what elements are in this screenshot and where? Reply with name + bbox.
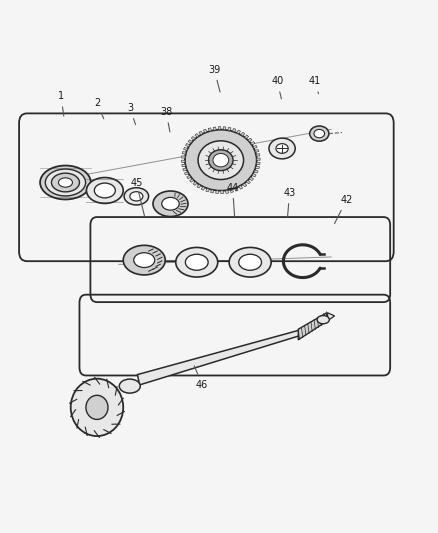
- Polygon shape: [205, 188, 209, 192]
- Text: 43: 43: [283, 188, 295, 217]
- Ellipse shape: [268, 138, 294, 159]
- Ellipse shape: [86, 395, 108, 419]
- Text: 3: 3: [127, 103, 135, 125]
- Ellipse shape: [45, 169, 85, 196]
- Polygon shape: [184, 172, 188, 175]
- Ellipse shape: [130, 192, 143, 201]
- Ellipse shape: [134, 253, 154, 268]
- Text: 42: 42: [334, 195, 352, 224]
- Text: 41: 41: [308, 77, 320, 94]
- Ellipse shape: [119, 379, 140, 393]
- Polygon shape: [212, 127, 215, 130]
- Ellipse shape: [123, 245, 165, 275]
- Polygon shape: [181, 156, 185, 158]
- Polygon shape: [254, 170, 258, 173]
- Polygon shape: [210, 190, 213, 193]
- Polygon shape: [238, 185, 242, 189]
- Polygon shape: [193, 182, 197, 185]
- Text: 40: 40: [271, 77, 283, 99]
- Polygon shape: [225, 190, 228, 193]
- Ellipse shape: [86, 177, 123, 204]
- Polygon shape: [218, 127, 220, 130]
- Text: 46: 46: [194, 366, 208, 390]
- Ellipse shape: [94, 183, 115, 198]
- Polygon shape: [182, 168, 187, 171]
- Polygon shape: [137, 329, 305, 385]
- Ellipse shape: [58, 178, 72, 187]
- Text: 38: 38: [159, 107, 172, 132]
- Polygon shape: [201, 187, 205, 190]
- Polygon shape: [187, 140, 192, 143]
- Polygon shape: [196, 184, 201, 188]
- Ellipse shape: [175, 247, 217, 277]
- Polygon shape: [256, 162, 260, 165]
- Ellipse shape: [198, 141, 243, 180]
- Polygon shape: [234, 188, 238, 191]
- Polygon shape: [244, 135, 248, 139]
- Ellipse shape: [276, 144, 288, 154]
- Ellipse shape: [71, 378, 123, 436]
- Polygon shape: [183, 147, 187, 150]
- Ellipse shape: [208, 150, 233, 171]
- Polygon shape: [220, 191, 223, 193]
- Polygon shape: [227, 127, 230, 131]
- Polygon shape: [181, 160, 184, 163]
- Polygon shape: [182, 151, 186, 154]
- Text: 45: 45: [130, 177, 144, 216]
- Polygon shape: [185, 143, 189, 147]
- Polygon shape: [242, 183, 246, 187]
- Polygon shape: [297, 313, 326, 340]
- Polygon shape: [240, 132, 244, 136]
- Ellipse shape: [40, 166, 91, 199]
- Ellipse shape: [238, 254, 261, 270]
- Polygon shape: [189, 179, 194, 182]
- Ellipse shape: [309, 126, 328, 141]
- Polygon shape: [208, 128, 211, 131]
- Polygon shape: [247, 138, 251, 142]
- Polygon shape: [181, 164, 185, 167]
- Ellipse shape: [152, 191, 187, 216]
- Ellipse shape: [229, 247, 271, 277]
- Polygon shape: [230, 189, 233, 192]
- Text: 2: 2: [94, 98, 103, 119]
- Ellipse shape: [212, 154, 228, 167]
- Polygon shape: [203, 129, 207, 133]
- Ellipse shape: [51, 173, 79, 192]
- Polygon shape: [232, 128, 235, 132]
- Polygon shape: [215, 190, 218, 193]
- Ellipse shape: [161, 197, 179, 210]
- Polygon shape: [223, 127, 226, 130]
- Ellipse shape: [313, 130, 324, 138]
- Polygon shape: [246, 180, 250, 184]
- Polygon shape: [252, 146, 257, 149]
- Polygon shape: [250, 142, 254, 145]
- Polygon shape: [251, 174, 255, 177]
- Text: 44: 44: [226, 183, 238, 217]
- Polygon shape: [255, 166, 259, 169]
- Polygon shape: [327, 313, 334, 321]
- Polygon shape: [236, 130, 240, 134]
- Ellipse shape: [316, 316, 328, 324]
- Polygon shape: [256, 158, 260, 160]
- Polygon shape: [198, 131, 202, 135]
- Polygon shape: [249, 177, 253, 181]
- Polygon shape: [191, 136, 195, 140]
- Polygon shape: [254, 149, 258, 152]
- Polygon shape: [186, 175, 191, 179]
- Text: 1: 1: [58, 91, 64, 116]
- Text: 39: 39: [208, 65, 220, 92]
- Ellipse shape: [185, 254, 208, 270]
- Polygon shape: [255, 154, 259, 156]
- Ellipse shape: [124, 188, 148, 205]
- Polygon shape: [194, 134, 198, 137]
- Ellipse shape: [184, 130, 256, 191]
